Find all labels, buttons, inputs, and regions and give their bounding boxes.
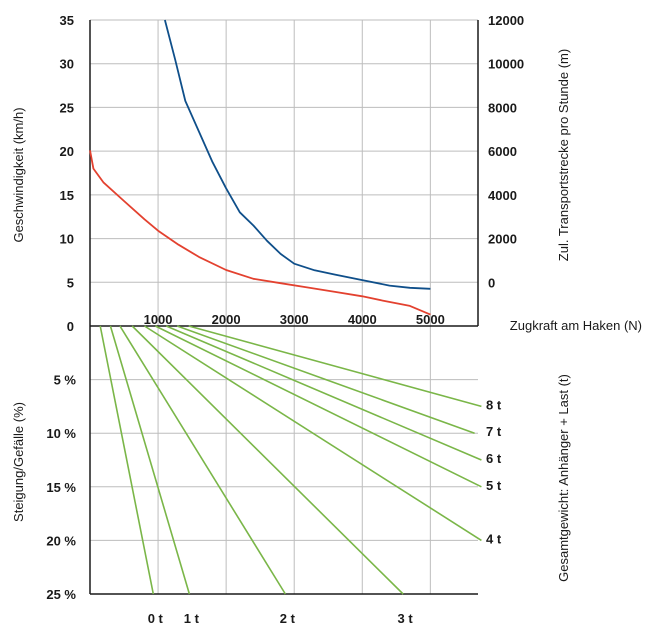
y-left-tick-label: 20 (60, 144, 74, 159)
y-right-tick-label: 2000 (488, 232, 517, 247)
weight-label-bottom: 3 t (398, 611, 414, 625)
weight-line-4t (144, 325, 482, 542)
chart-frame (89, 20, 479, 595)
transport-distance-line (164, 19, 431, 290)
slope-tick-label: 10 % (46, 426, 76, 441)
weight-label-bottom: 0 t (148, 611, 164, 625)
weight-line-0t (99, 325, 155, 595)
slope-tick-label: 15 % (46, 480, 76, 495)
x-tick-label: 3000 (280, 312, 309, 327)
weight-line-1t (109, 325, 191, 595)
speed-line (89, 150, 431, 316)
slope-tick-label: 5 % (54, 373, 77, 388)
slope-tick-label: 25 % (46, 587, 76, 602)
slope-axis-title: Steigung/Gefälle (%) (11, 402, 26, 522)
y-left-tick-label: 30 (60, 57, 74, 72)
weight-line-6t (165, 325, 482, 461)
y-right-tick-label: 12000 (488, 13, 524, 28)
y-left-tick-label: 5 (67, 275, 74, 290)
weight-label-right: 8 t (486, 397, 502, 412)
weight-line-2t (119, 325, 287, 595)
y-left-tick-label: 15 (60, 188, 74, 203)
y-left-tick-label: 25 (60, 100, 74, 115)
x-tick-label: 2000 (212, 312, 241, 327)
x-tick-label: 5000 (416, 312, 445, 327)
y-left-axis-title: Geschwindigkeit (km/h) (11, 107, 26, 242)
weight-line-5t (154, 325, 482, 488)
y-right-axis-title: Zul. Transportstrecke pro Stunde (m) (556, 49, 571, 261)
weight-line-8t (188, 325, 482, 408)
y-right-tick-label: 4000 (488, 188, 517, 203)
weight-label-right: 4 t (486, 531, 502, 546)
y-left-tick-label: 35 (60, 13, 74, 28)
x-tick-label: 4000 (348, 312, 377, 327)
grid (90, 19, 478, 595)
weight-label-right: 6 t (486, 451, 502, 466)
x-tick-label: 1000 (144, 312, 173, 327)
weight-label-bottom: 1 t (184, 611, 200, 625)
y-left-tick-label: 0 (67, 319, 74, 334)
weight-label-right: 7 t (486, 424, 502, 439)
y-right-tick-label: 0 (488, 275, 495, 290)
y-left-tick-label: 10 (60, 232, 74, 247)
y-right-tick-label: 10000 (488, 57, 524, 72)
labels: 0 5 10 15 20 25 30 35 0 2000 4000 6000 8000 10000 1200… (11, 13, 642, 625)
weight-line-3t (131, 325, 404, 595)
weight-line-7t (176, 325, 475, 434)
y-right-tick-label: 6000 (488, 144, 517, 159)
series (89, 19, 482, 595)
weight-axis-title: Gesamtgewicht: Anhänger + Last (t) (556, 374, 571, 582)
x-axis-title: Zugkraft am Haken (N) (510, 318, 642, 333)
y-right-tick-label: 8000 (488, 100, 517, 115)
slope-tick-label: 20 % (46, 533, 76, 548)
weight-label-bottom: 2 t (280, 611, 296, 625)
weight-label-right: 5 t (486, 478, 502, 493)
